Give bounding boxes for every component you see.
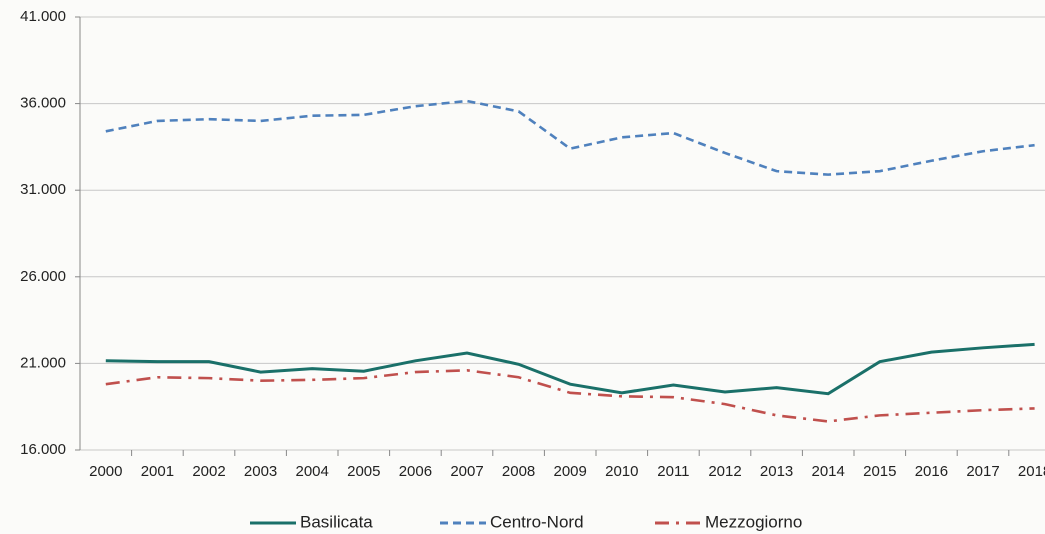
x-tick-label: 2009	[554, 463, 587, 480]
y-tick-label: 36.000	[20, 95, 66, 112]
x-tick-label: 2003	[244, 463, 277, 480]
y-tick-label: 21.000	[20, 354, 66, 371]
x-tick-label: 2015	[863, 463, 896, 480]
x-tick-label: 2006	[399, 463, 432, 480]
x-tick-label: 2007	[450, 463, 483, 480]
legend-label: Basilicata	[300, 512, 373, 531]
x-tick-label: 2011	[657, 463, 689, 480]
y-tick-label: 41.000	[20, 8, 66, 25]
series-line	[105, 99, 1035, 176]
x-tick-label: 2013	[760, 463, 793, 480]
x-tick-label: 2014	[812, 463, 845, 480]
x-tick-label: 2005	[347, 463, 380, 480]
x-tick-label: 2002	[192, 463, 225, 480]
x-tick-label: 2000	[89, 463, 122, 480]
x-tick-label: 2018	[1018, 463, 1045, 480]
x-tick-label: 2004	[296, 463, 329, 480]
legend-label: Mezzogiorno	[705, 512, 802, 531]
legend-label: Centro-Nord	[490, 512, 584, 531]
series-line	[105, 369, 1035, 423]
y-tick-label: 31.000	[20, 181, 66, 198]
x-tick-label: 2016	[915, 463, 948, 480]
x-tick-label: 2008	[502, 463, 535, 480]
x-tick-label: 2012	[708, 463, 741, 480]
legend: Basilicata Centro-Nord Mezzogiorno	[250, 512, 802, 531]
y-tick-label: 26.000	[20, 268, 66, 285]
y-tick-label: 16.000	[20, 441, 66, 458]
x-tick-label: 2017	[966, 463, 999, 480]
x-tick-label: 2010	[605, 463, 638, 480]
series-line	[105, 342, 1035, 396]
x-tick-label: 2001	[141, 463, 174, 480]
